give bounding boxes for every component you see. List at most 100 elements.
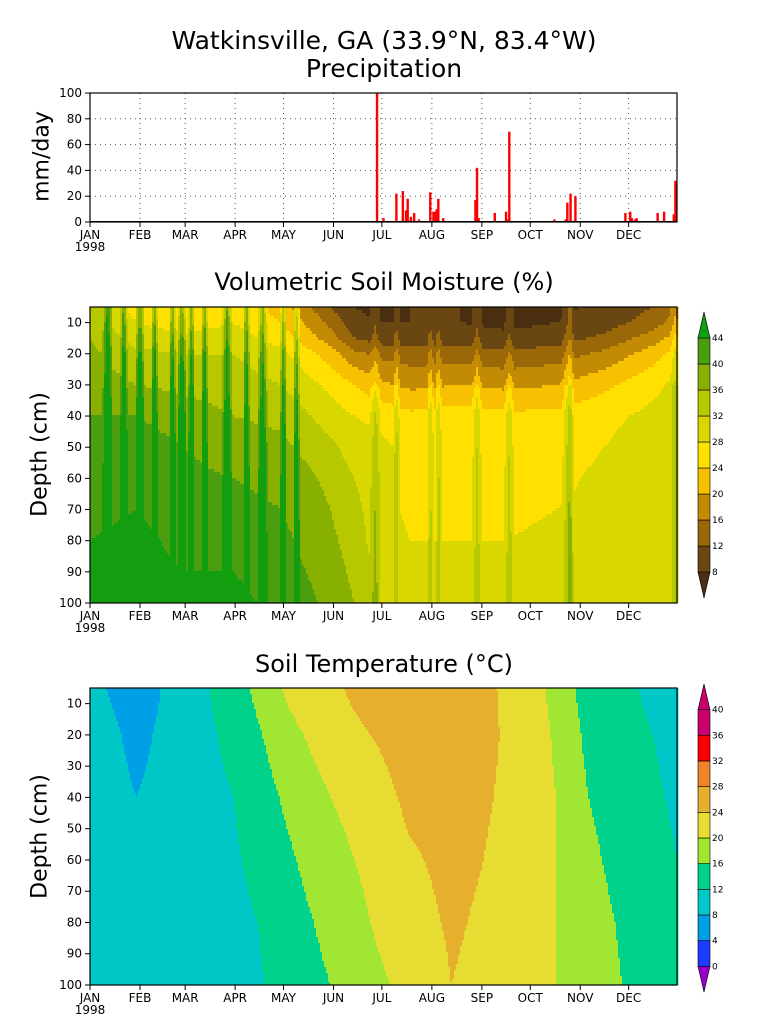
temperature-cell: [452, 688, 455, 980]
moisture-cell: [444, 346, 447, 365]
moisture-cell: [140, 328, 143, 353]
moisture-cell: [230, 352, 233, 410]
moisture-cell: [558, 385, 561, 410]
moisture-cell: [162, 328, 165, 353]
temperature-cell: [532, 688, 535, 986]
moisture-cell: [498, 349, 501, 368]
temperature-cell: [384, 688, 387, 764]
moisture-cell: [370, 487, 373, 603]
moisture-cell: [384, 382, 387, 404]
moisture-cell: [326, 364, 329, 392]
temperature-cell: [356, 715, 359, 869]
moisture-cell: [436, 307, 439, 335]
moisture-cell: [214, 328, 217, 356]
temperature-cell: [360, 688, 363, 722]
moisture-cell: [454, 541, 457, 603]
temperature-cell: [364, 898, 367, 986]
temperature-cell: [204, 688, 207, 986]
moisture-cell: [314, 421, 317, 476]
moisture-cell: [176, 331, 179, 353]
temperature-cell: [100, 688, 103, 986]
moisture-cell: [312, 472, 315, 590]
moisture-cell: [308, 580, 311, 603]
moisture-cell: [488, 328, 491, 350]
moisture-cell: [554, 385, 557, 410]
moisture-cell: [210, 307, 213, 329]
temperature-cell: [394, 688, 397, 791]
moisture-cell: [348, 331, 351, 347]
moisture-cell: [346, 346, 349, 362]
moisture-cell: [312, 310, 315, 335]
moisture-cell: [544, 385, 547, 410]
temperature-cell: [672, 838, 675, 986]
temperature-cell: [538, 688, 541, 986]
moisture-cell: [664, 355, 667, 386]
moisture-cell: [664, 307, 667, 323]
moisture-cell: [364, 526, 367, 603]
moisture-cell: [284, 307, 287, 323]
moisture-cell: [442, 364, 445, 389]
temperature-cell: [588, 799, 591, 986]
temperature-cell: [428, 688, 431, 875]
precip-bar: [630, 218, 634, 222]
temperature-cell: [348, 700, 351, 845]
moisture-cell: [368, 553, 371, 603]
moisture-cell: [608, 331, 611, 350]
moisture-cell: [500, 328, 503, 350]
moisture-cell: [558, 508, 561, 603]
temperature-cell: [92, 688, 95, 986]
temperature-cell: [324, 784, 327, 968]
temperature-cell: [404, 823, 407, 986]
moisture-cell: [286, 307, 289, 332]
moisture-cell: [248, 406, 251, 467]
temperature-cell: [666, 688, 669, 809]
moisture-cell: [392, 346, 395, 362]
moisture-cell: [272, 430, 275, 506]
temperature-cell: [510, 688, 513, 986]
temperature-cell: [380, 754, 383, 959]
moisture-cell: [512, 382, 515, 401]
temperature-cell: [222, 763, 225, 986]
moisture-cell: [566, 346, 569, 365]
moisture-cell: [288, 307, 291, 332]
moisture-cell: [608, 367, 611, 392]
temperature-cell: [596, 688, 599, 836]
temperature-cell: [492, 802, 495, 986]
moisture-cell: [210, 328, 213, 356]
moisture-cell: [356, 310, 359, 341]
moisture-cell: [464, 307, 467, 323]
temperature-cell: [526, 688, 529, 986]
moisture-cell: [336, 403, 339, 446]
moisture-cell: [538, 346, 541, 368]
moisture-cell: [360, 421, 363, 503]
moisture-cell: [338, 544, 341, 603]
moisture-cell: [226, 310, 229, 341]
moisture-cell: [340, 406, 343, 452]
moisture-cell: [392, 445, 395, 603]
moisture-x-tick-label: FEB: [129, 609, 152, 623]
moisture-cell: [396, 331, 399, 350]
moisture-cell: [102, 463, 105, 603]
moisture-cell: [574, 403, 577, 491]
temperature-cell: [460, 688, 463, 947]
moisture-cell: [650, 367, 653, 404]
moisture-cell: [286, 523, 289, 603]
temperature-cell: [518, 688, 521, 986]
temperature-cell: [326, 973, 329, 986]
moisture-cell: [316, 337, 319, 356]
moisture-cell: [584, 340, 587, 356]
moisture-cell: [584, 472, 587, 603]
moisture-cell: [94, 538, 97, 603]
moisture-cell: [502, 391, 505, 410]
moisture-cell: [488, 388, 491, 410]
temperature-cell: [600, 856, 603, 986]
temperature-cell: [652, 736, 655, 986]
moisture-cell: [318, 424, 321, 482]
moisture-cell: [116, 415, 119, 524]
moisture-cell: [568, 376, 571, 386]
temperature-cell: [354, 712, 357, 863]
temperature-cell: [454, 970, 457, 986]
precip-bar: [566, 202, 569, 222]
moisture-cell: [420, 346, 423, 368]
moisture-cell: [520, 388, 523, 413]
